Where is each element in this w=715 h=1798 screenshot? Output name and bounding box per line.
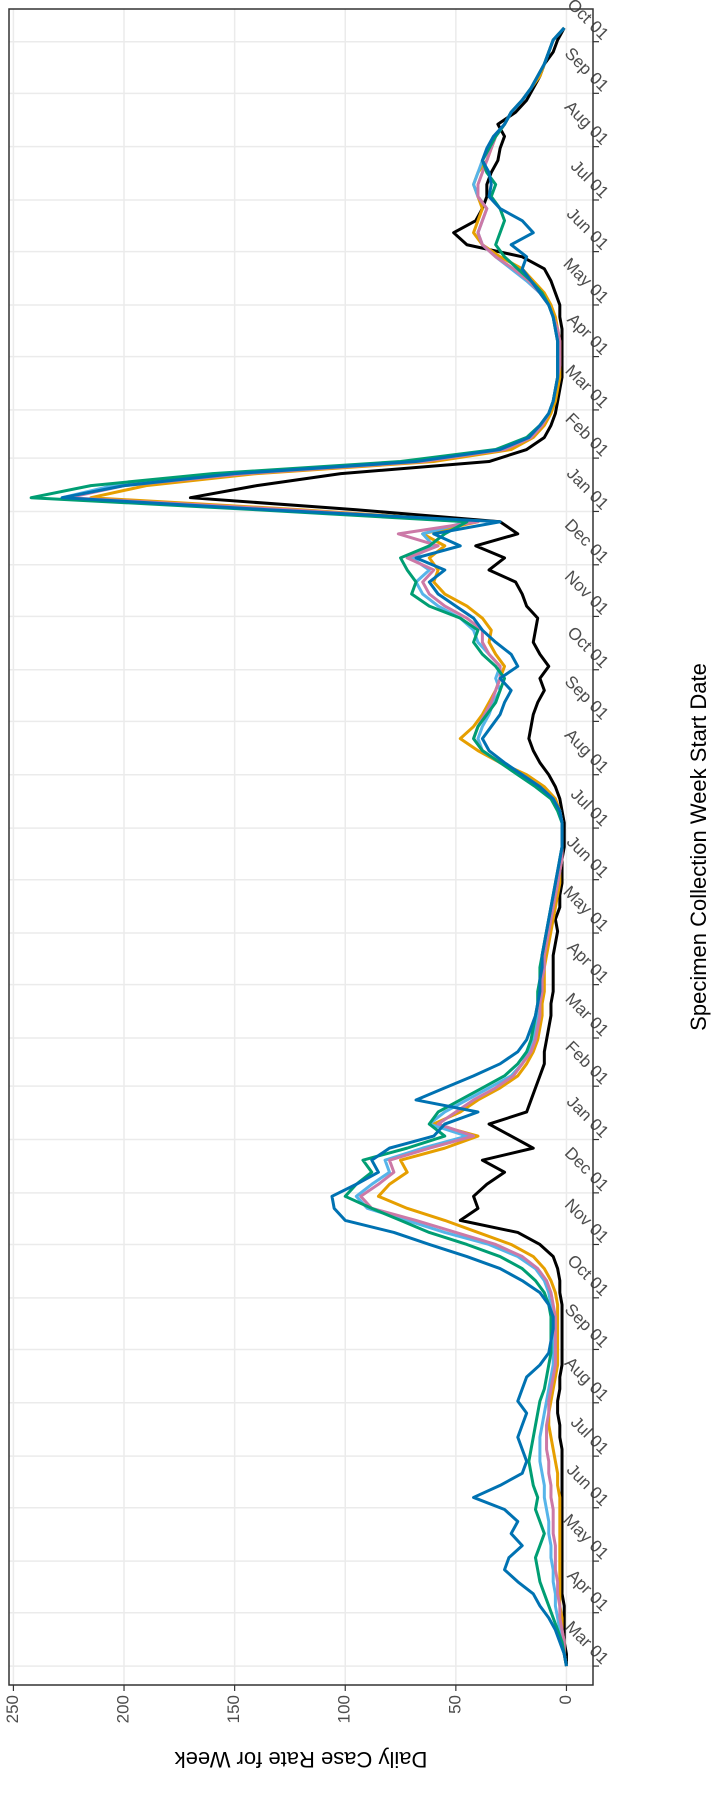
series-line bbox=[188, 27, 568, 1667]
y-tick-label: 150 bbox=[224, 1695, 243, 1723]
series-line bbox=[60, 26, 568, 1667]
y-axis-title: Daily Case Rate for Week bbox=[174, 1747, 428, 1772]
panel-border bbox=[8, 8, 594, 1686]
y-tick-label: 200 bbox=[114, 1695, 133, 1723]
y-tick-label: 100 bbox=[335, 1695, 354, 1723]
x-axis-title: Specimen Collection Week Start Date bbox=[686, 663, 711, 1031]
y-tick-label: 50 bbox=[445, 1695, 464, 1714]
y-tick-label: 0 bbox=[556, 1695, 575, 1704]
panel-background bbox=[9, 9, 593, 1685]
plot-area: Specimen Collection Week Start Date Dail… bbox=[3, 0, 711, 1772]
y-tick-label: 250 bbox=[3, 1695, 22, 1723]
